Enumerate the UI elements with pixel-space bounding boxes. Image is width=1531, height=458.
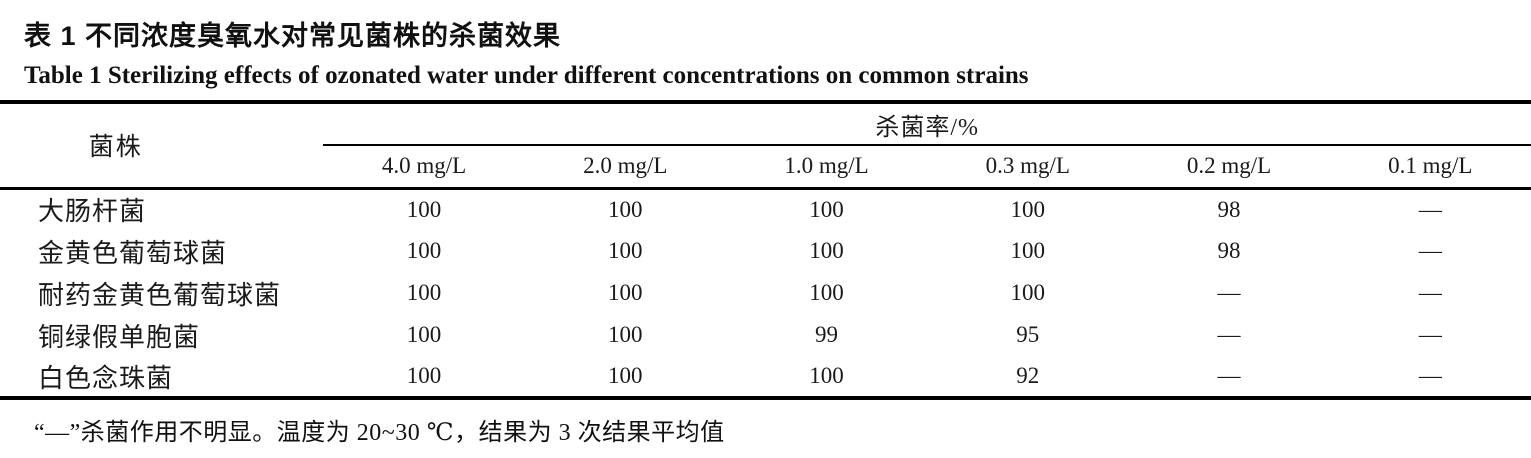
table-body: 大肠杆菌 100 100 100 100 98 — 金黄色葡萄球菌 100 10… (0, 188, 1531, 398)
strain-name: 白色念珠菌 (38, 363, 174, 393)
cell-value: — (1418, 363, 1442, 388)
cell-value: 100 (406, 196, 442, 222)
cell-value: 100 (406, 238, 442, 263)
column-header-conc-1.0: 1.0 mg/L (784, 153, 869, 179)
table-row: 铜绿假单胞菌 100 100 99 95 — — (0, 314, 1531, 356)
column-header-conc-0.3: 0.3 mg/L (985, 153, 1070, 179)
column-header-conc-0.2: 0.2 mg/L (1186, 153, 1272, 179)
strain-name: 大肠杆菌 (38, 197, 147, 227)
sterilization-table: 菌株 杀菌率/% 4.0 mg/L 2.0 mg/L 1.0 mg/L 0.3 … (0, 100, 1531, 400)
table-title-chinese: 表 1 不同浓度臭氧水对常见菌株的杀菌效果 (24, 21, 562, 51)
cell-value: 100 (608, 238, 643, 263)
column-header-conc-4.0: 4.0 mg/L (381, 153, 467, 179)
header-row-span: 菌株 杀菌率/% (0, 102, 1531, 161)
cell-value: 100 (809, 280, 844, 305)
cell-value: 100 (608, 363, 643, 388)
column-header-kill-rate: 杀菌率/% (323, 102, 1531, 146)
cell-value: 99 (815, 322, 839, 347)
cell-value: 100 (608, 322, 643, 347)
table-row: 金黄色葡萄球菌 100 100 100 100 98 — (0, 230, 1531, 272)
cell-value: 100 (1010, 238, 1046, 263)
column-header-strain: 菌株 (88, 134, 143, 162)
table-header: 菌株 杀菌率/% 4.0 mg/L 2.0 mg/L 1.0 mg/L 0.3 … (0, 102, 1531, 188)
cell-value: — (1217, 363, 1241, 388)
cell-value: — (1418, 196, 1442, 222)
header-row-concentrations: 4.0 mg/L 2.0 mg/L 1.0 mg/L 0.3 mg/L 0.2 … (0, 145, 1531, 188)
cell-value: 100 (608, 196, 643, 222)
table-title-english: Table 1 Sterilizing effects of ozonated … (24, 62, 1029, 89)
cell-value: — (1217, 322, 1241, 347)
cell-value: 100 (406, 280, 442, 305)
cell-value: 100 (1010, 196, 1046, 222)
table-footnote: “—”杀菌作用不明显。温度为 20~30 ℃，结果为 3 次结果平均值 (34, 420, 725, 446)
cell-value: 100 (1010, 280, 1046, 305)
cell-value: — (1418, 280, 1442, 305)
cell-value: 100 (809, 363, 844, 388)
column-header-conc-0.1: 0.1 mg/L (1388, 153, 1473, 179)
cell-value: — (1418, 322, 1442, 347)
cell-value: 100 (608, 280, 643, 305)
cell-value: 98 (1217, 196, 1241, 222)
cell-value: 100 (809, 196, 844, 222)
strain-name: 金黄色葡萄球菌 (38, 238, 228, 268)
table-row: 耐药金黄色葡萄球菌 100 100 100 100 — — (0, 272, 1531, 314)
cell-value: — (1418, 238, 1442, 263)
table-row: 大肠杆菌 100 100 100 100 98 — (0, 188, 1531, 230)
cell-value: 100 (406, 363, 442, 388)
strain-name: 耐药金黄色葡萄球菌 (38, 280, 282, 310)
table-row: 白色念珠菌 100 100 100 92 — — (0, 356, 1531, 398)
cell-value: 95 (1016, 322, 1040, 347)
cell-value: 100 (809, 238, 844, 263)
strain-name: 铜绿假单胞菌 (38, 322, 201, 352)
cell-value: 100 (406, 322, 442, 347)
cell-value: 98 (1217, 238, 1241, 263)
cell-value: 92 (1016, 363, 1040, 388)
column-header-conc-2.0: 2.0 mg/L (583, 153, 668, 179)
cell-value: — (1217, 280, 1241, 305)
